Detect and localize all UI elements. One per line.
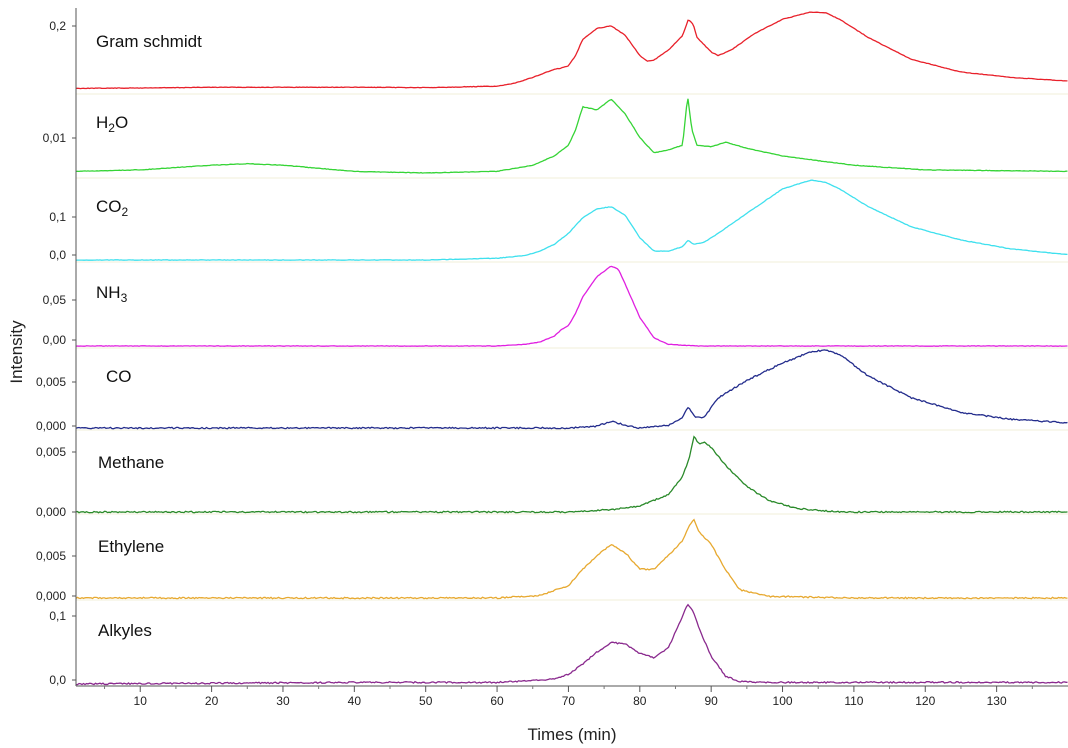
x-tick-label: 110 [844,694,863,708]
y-tick-label: 0,00 [43,333,67,347]
series-label-main: H [96,113,108,132]
series-label-tail: O [115,113,128,132]
series-label-co: CO [106,367,132,386]
x-tick-label: 50 [419,694,433,708]
x-tick-label: 20 [205,694,219,708]
x-tick-label: 100 [773,694,793,708]
y-tick-label: 0,005 [36,549,66,563]
panel-alkyles: 0,1 0,0 Alkyles [49,603,1068,687]
y-tick-label: 0,005 [36,445,66,459]
series-line-ethylene [75,518,1068,600]
series-label-methane: Methane [98,453,164,472]
x-tick-label: 80 [633,694,647,708]
series-label-h2o: H2O [96,113,128,135]
y-tick-label: 0,000 [36,419,66,433]
x-tick-label: 30 [276,694,290,708]
x-axis-title: Times (min) [527,725,616,744]
y-tick-label: 0,0 [49,248,66,262]
y-tick-label: 0,0 [49,673,66,687]
y-tick-label: 0,1 [49,609,66,623]
series-line-gram-schmidt [75,11,1068,90]
series-label-main: Alkyles [98,621,152,640]
series-line-alkyles [75,603,1068,686]
series-label-main: CO [96,197,122,216]
series-label-main: CO [106,367,132,386]
y-tick-label: 0,05 [43,293,67,307]
series-label-nh3: NH3 [96,283,128,305]
x-tick-label: 60 [490,694,504,708]
series-label-main: NH [96,283,121,302]
series-label-subscript: 2 [108,121,115,135]
y-tick-label: 0,000 [36,589,66,603]
series-line-co [75,349,1068,430]
x-tick-label: 120 [915,694,935,708]
x-tick-label: 130 [987,694,1007,708]
y-tick-label: 0,1 [49,210,66,224]
series-label-co2: CO2 [96,197,129,219]
series-line-h2o [75,98,1068,174]
series-line-methane [75,435,1068,514]
y-tick-label: 0,01 [43,131,67,145]
x-tick-label: 40 [348,694,362,708]
series-label-main: Ethylene [98,537,164,556]
series-label-gram-schmidt: Gram schmidt [96,32,202,51]
series-label-main: Gram schmidt [96,32,202,51]
axes-layer: 10 20 30 40 50 60 70 80 90 100 110 120 130 [75,8,1068,708]
panel-h2o: 0,01 H2O [43,98,1068,179]
x-ticks: 10 20 30 40 50 60 70 80 90 100 110 120 130 [104,686,1033,708]
series-label-subscript: 2 [122,205,129,219]
y-tick-label: 0,000 [36,505,66,519]
panel-ethylene: 0,005 0,000 Ethylene [36,518,1068,603]
series-line-nh3 [75,265,1068,347]
x-tick-label: 10 [134,694,148,708]
series-label-subscript: 3 [121,291,128,305]
x-tick-label: 90 [704,694,718,708]
x-tick-label: 70 [562,694,576,708]
y-tick-label: 0,005 [36,375,66,389]
series-label-alkyles: Alkyles [98,621,152,640]
series-label-ethylene: Ethylene [98,537,164,556]
y-tick-label: 0,2 [49,19,66,33]
y-axis-title: Intensity [7,320,26,384]
panel-methane: 0,005 0,000 Methane [36,435,1068,519]
panel-nh3: 0,05 0,00 NH3 [43,265,1068,349]
panel-co: 0,005 0,000 CO [36,349,1068,433]
panel-gram-schmidt: 0,2 Gram schmidt [49,11,1068,95]
series-line-co2 [75,179,1068,261]
series-label-main: Methane [98,453,164,472]
panel-co2: 0,1 0,0 CO2 [49,179,1068,263]
